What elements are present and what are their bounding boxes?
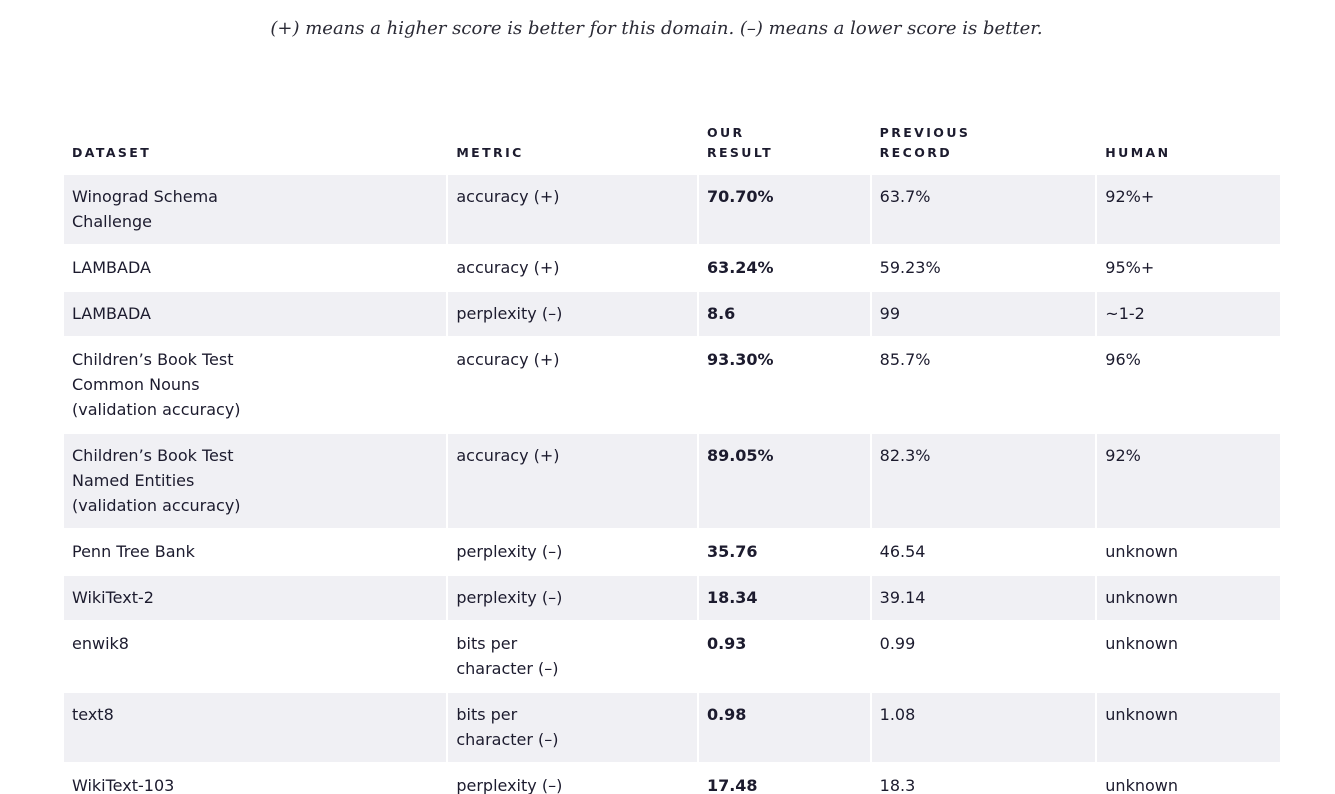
dataset-cell: WikiText-2 <box>64 576 447 620</box>
dataset-cell: Penn Tree Bank <box>72 542 195 561</box>
our-result-cell: 0.93 <box>706 634 747 653</box>
our-result-cell: 0.98 <box>698 693 870 762</box>
previous-record-cell: 39.14 <box>871 576 1096 620</box>
dataset-cell: Winograd Schema Challenge <box>64 175 447 244</box>
human-cell: 92% <box>1097 434 1280 528</box>
previous-record-cell: 46.54 <box>879 542 926 561</box>
header-previous-record: PREVIOUS RECORD <box>879 125 971 160</box>
our-result-cell: 70.70% <box>698 175 870 244</box>
metric-cell: accuracy (+) <box>448 434 697 528</box>
header-metric: METRIC <box>456 145 524 160</box>
human-cell: 96% <box>1105 350 1141 369</box>
previous-record-cell: 59.23% <box>879 258 941 277</box>
our-result-cell: 18.34 <box>698 576 870 620</box>
human-cell: ~1-2 <box>1097 292 1280 336</box>
table-row: Children’s Book Test Named Entities (val… <box>64 434 1280 528</box>
human-cell: 92%+ <box>1097 175 1280 244</box>
metric-cell: perplexity (–) <box>448 292 697 336</box>
previous-record-cell: 1.08 <box>871 693 1096 762</box>
previous-record-cell: 82.3% <box>871 434 1096 528</box>
metric-cell: perplexity (–) <box>448 576 697 620</box>
table-row: Penn Tree Bank perplexity (–) 35.76 46.5… <box>64 530 1280 574</box>
previous-record-cell: 85.7% <box>879 350 931 369</box>
metric-cell: accuracy (+) <box>448 175 697 244</box>
table-row: LAMBADA perplexity (–) 8.6 99 ~1-2 <box>64 292 1280 336</box>
dataset-cell: LAMBADA <box>72 258 151 277</box>
table-row: WikiText-103 perplexity (–) 17.48 18.3 u… <box>64 764 1280 794</box>
our-result-cell: 17.48 <box>706 776 758 794</box>
previous-record-cell: 0.99 <box>879 634 916 653</box>
our-result-cell: 93.30% <box>706 350 774 369</box>
metric-cell: accuracy (+) <box>456 258 560 277</box>
metric-cell: accuracy (+) <box>456 350 560 369</box>
table-row: WikiText-2 perplexity (–) 18.34 39.14 un… <box>64 576 1280 620</box>
previous-record-cell: 63.7% <box>871 175 1096 244</box>
results-table: DATASET METRIC OUR RESULT PREVIOUS RECOR… <box>64 125 1280 794</box>
table-row: text8 bits per character (–) 0.98 1.08 u… <box>64 693 1280 762</box>
metric-cell: perplexity (–) <box>456 542 563 561</box>
dataset-cell: text8 <box>64 693 447 762</box>
table-row: LAMBADA accuracy (+) 63.24% 59.23% 95%+ <box>64 246 1280 290</box>
dataset-cell: Children’s Book Test Named Entities (val… <box>64 434 447 528</box>
our-result-cell: 63.24% <box>706 258 774 277</box>
header-human: HUMAN <box>1105 145 1171 160</box>
human-cell: unknown <box>1097 576 1280 620</box>
dataset-cell: WikiText-103 <box>72 776 175 794</box>
human-cell: unknown <box>1105 776 1178 794</box>
header-dataset: DATASET <box>72 145 152 160</box>
previous-record-cell: 99 <box>871 292 1096 336</box>
our-result-cell: 89.05% <box>698 434 870 528</box>
dataset-cell: enwik8 <box>72 634 129 653</box>
table-row: Children’s Book Test Common Nouns (valid… <box>64 338 1280 432</box>
human-cell: unknown <box>1105 634 1178 653</box>
metric-cell: bits per character (–) <box>448 693 697 762</box>
human-cell: 95%+ <box>1105 258 1155 277</box>
metric-cell: bits per character (–) <box>456 634 559 678</box>
our-result-cell: 8.6 <box>698 292 870 336</box>
human-cell: unknown <box>1097 693 1280 762</box>
metric-cell: perplexity (–) <box>456 776 563 794</box>
human-cell: unknown <box>1105 542 1178 561</box>
table-row: Winograd Schema Challenge accuracy (+) 7… <box>64 175 1280 244</box>
our-result-cell: 35.76 <box>706 542 758 561</box>
dataset-cell: Children’s Book Test Common Nouns (valid… <box>72 350 241 419</box>
table-row: enwik8 bits per character (–) 0.93 0.99 … <box>64 622 1280 691</box>
table-caption: (+) means a higher score is better for t… <box>270 18 1043 39</box>
previous-record-cell: 18.3 <box>879 776 916 794</box>
dataset-cell: LAMBADA <box>64 292 447 336</box>
header-our-result: OUR RESULT <box>706 125 774 160</box>
table-header-row: DATASET METRIC OUR RESULT PREVIOUS RECOR… <box>64 125 1280 173</box>
